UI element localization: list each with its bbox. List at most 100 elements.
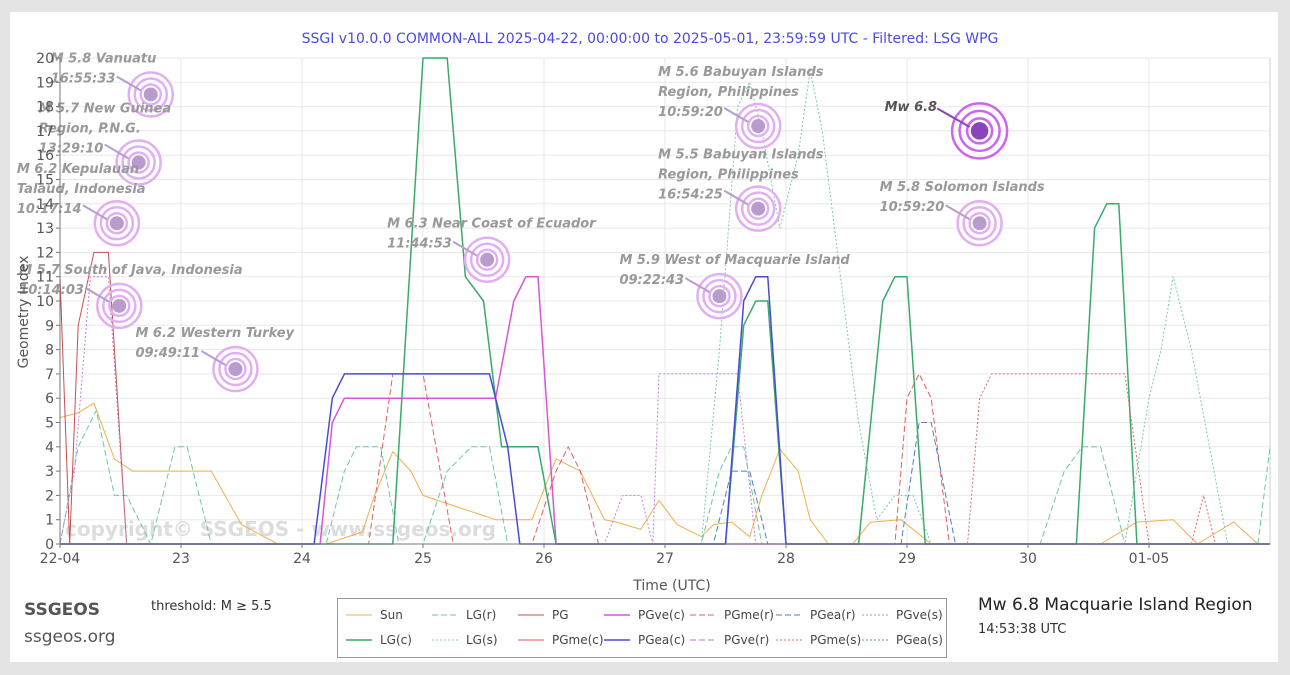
ripple-ring bbox=[96, 282, 143, 330]
ripple-ring bbox=[956, 199, 1003, 247]
ripple-center bbox=[143, 87, 158, 102]
event-marker: M 6.2 Kepulauan Talaud, Indonesia 10:17:14 bbox=[17, 162, 146, 247]
ripple-center bbox=[972, 216, 987, 231]
y-tick-label: 19 bbox=[36, 75, 54, 91]
ripple-ring bbox=[99, 205, 135, 241]
event-time-label: 10:59:20 bbox=[658, 105, 723, 120]
x-tick-label: 27 bbox=[656, 551, 674, 567]
event-label: M 5.7 New Guinea bbox=[39, 101, 171, 116]
event-label: Region, Philippines bbox=[658, 85, 799, 100]
pointer-line bbox=[104, 143, 130, 160]
legend-label: LG(r) bbox=[466, 608, 497, 622]
x-tick-label: 28 bbox=[777, 551, 795, 567]
legend-swatch bbox=[862, 639, 888, 641]
event-label: M 5.8 Vanuatu bbox=[51, 51, 157, 66]
threshold-label: threshold: M ≥ 5.5 bbox=[151, 599, 272, 614]
ripple-center bbox=[228, 362, 243, 377]
y-tick-label: 0 bbox=[45, 537, 54, 553]
event-label: Talaud, Indonesia bbox=[17, 182, 146, 197]
y-axis-label: Geometry Index bbox=[16, 256, 32, 369]
ripple-ring bbox=[463, 236, 511, 283]
legend-label: PGme(s) bbox=[810, 633, 862, 647]
event-time-label: 11:44:53 bbox=[387, 237, 452, 252]
ripple-ring bbox=[950, 102, 1009, 160]
y-tick-label: 15 bbox=[36, 173, 54, 189]
pointer-line bbox=[936, 107, 971, 128]
legend-swatch bbox=[604, 614, 630, 616]
series-line-sun bbox=[59, 402, 1259, 545]
legend-label: Sun bbox=[380, 608, 403, 622]
event-time-label: 16:55:33 bbox=[51, 71, 116, 86]
x-tick-label: 30 bbox=[1019, 551, 1037, 567]
ripple-ring bbox=[102, 288, 137, 324]
series-line-lgc bbox=[60, 57, 1270, 545]
event-label: Region, P.N.G. bbox=[39, 121, 141, 136]
event-time-label: 09:22:43 bbox=[619, 273, 684, 288]
ripple-ring bbox=[212, 345, 259, 393]
y-tick-label: 14 bbox=[36, 197, 54, 213]
ripple-ring bbox=[734, 185, 782, 232]
y-tick-label: 11 bbox=[36, 270, 54, 286]
pointer-line bbox=[200, 350, 226, 366]
ripple-ring bbox=[218, 351, 253, 387]
y-tick-label: 20 bbox=[36, 51, 54, 67]
legend-label: LG(s) bbox=[466, 633, 498, 647]
event-time-label: 13:29:10 bbox=[39, 141, 104, 156]
pointer-line bbox=[723, 107, 749, 123]
event-marker: M 5.7 South of Java, Indonesia 10:14:03 bbox=[19, 263, 243, 330]
grid-lines bbox=[59, 57, 1270, 545]
legend-swatch bbox=[518, 639, 544, 641]
x-tick-label: 25 bbox=[414, 551, 432, 567]
ripple-center bbox=[109, 216, 124, 231]
ripple-ring bbox=[958, 109, 1001, 153]
ripple-ring bbox=[702, 278, 737, 314]
ripple-ring bbox=[127, 151, 150, 174]
ripple-ring bbox=[224, 357, 247, 381]
y-tick-label: 8 bbox=[45, 343, 54, 359]
legend-swatch bbox=[776, 614, 802, 616]
event-marker: M 5.5 Babuyan Islands Region, Philippines… bbox=[658, 148, 824, 232]
ripple-ring bbox=[962, 205, 997, 241]
event-time-label: 10:59:20 bbox=[880, 200, 945, 215]
chart-card: SSGI v10.0.0 COMMON-ALL 2025-04-22, 00:0… bbox=[10, 12, 1278, 662]
ripple-ring bbox=[708, 284, 731, 308]
pointer-line bbox=[82, 204, 108, 221]
ripple-center bbox=[751, 201, 766, 216]
legend-label: PGea(s) bbox=[896, 633, 943, 647]
event-label: M 5.6 Babuyan Islands bbox=[658, 65, 824, 80]
event-title: Mw 6.8 Macquarie Island Region bbox=[978, 595, 1253, 615]
event-marker: M 5.7 New Guinea Region, P.N.G. 13:29:10 bbox=[39, 101, 171, 186]
ripple-ring bbox=[133, 77, 168, 112]
ripple-ring bbox=[108, 294, 131, 318]
event-time-label: 09:49:11 bbox=[135, 346, 200, 361]
watermark: copyright© SSGEOS - www.ssgeos.org bbox=[65, 517, 496, 541]
ripple-ring bbox=[139, 83, 162, 106]
series-line-pgmes bbox=[60, 373, 1270, 545]
event-label: M 6.3 Near Coast of Ecuador bbox=[387, 217, 597, 232]
legend-swatch bbox=[432, 614, 458, 616]
event-annotations: M 5.8 Vanuatu 16:55:33 M 5.7 New Guinea Reg… bbox=[17, 51, 1045, 393]
ripple-ring bbox=[740, 191, 776, 226]
chart-legend: Sun LG(r) PG PGve(c) PGme(r) PGea(r) PGve(s) LG… bbox=[337, 598, 947, 658]
ripple-ring bbox=[105, 211, 129, 235]
ripple-ring bbox=[475, 248, 499, 271]
event-time-label: 10:17:14 bbox=[17, 202, 82, 217]
event-marker: M 5.8 Solomon Islands 10:59:20 bbox=[880, 180, 1045, 247]
pointer-line bbox=[945, 204, 971, 221]
event-marker: M 6.3 Near Coast of Ecuador 11:44:53 bbox=[387, 217, 597, 283]
chart-svg: SSGI v10.0.0 COMMON-ALL 2025-04-22, 00:0… bbox=[16, 31, 1271, 592]
legend-label: PGve(c) bbox=[638, 608, 685, 622]
ripple-ring bbox=[734, 102, 782, 150]
ripple-ring bbox=[696, 272, 743, 320]
brand-name: SSGEOS bbox=[24, 600, 100, 620]
y-tick-label: 6 bbox=[45, 391, 54, 407]
event-marker: M 6.2 Western Turkey 09:49:11 bbox=[135, 326, 295, 393]
y-tick-label: 12 bbox=[36, 245, 54, 261]
event-label: M 6.2 Kepulauan bbox=[17, 162, 139, 177]
ripple-ring bbox=[115, 139, 162, 186]
x-tick-label: 29 bbox=[898, 551, 916, 567]
y-tick-label: 4 bbox=[45, 440, 54, 456]
ripple-ring bbox=[469, 242, 505, 277]
event-label: M 5.9 West of Macquarie Island bbox=[619, 253, 850, 268]
